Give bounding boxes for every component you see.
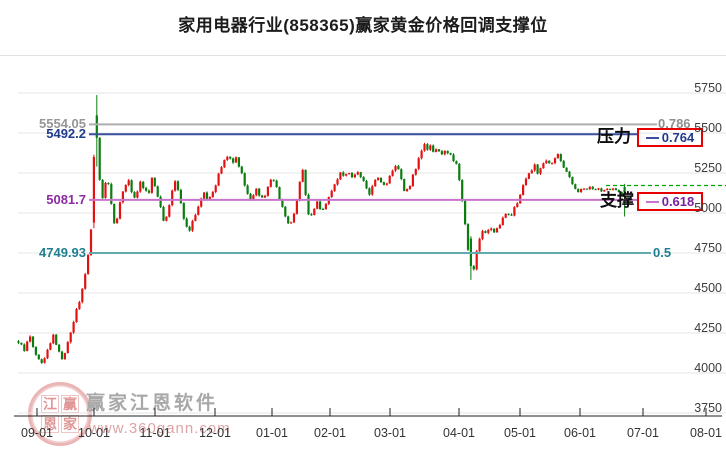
watermark-brand: 赢家江恩软件: [86, 393, 219, 414]
x-axis-label: 04-01: [443, 426, 475, 440]
y-axis-label: 5750: [694, 81, 722, 95]
y-axis-label: 4250: [694, 321, 722, 335]
level-line-segment: [645, 136, 659, 139]
x-axis-label: 11-01: [139, 426, 171, 440]
y-axis-label: 5500: [694, 121, 722, 135]
x-axis-label: 03-01: [374, 426, 406, 440]
support-label: 支撑: [600, 191, 634, 210]
y-axis-label: 4500: [694, 281, 722, 295]
level-price-label: 5492.2: [46, 126, 86, 142]
page-title: 家用电器行业(858365)赢家黄金价格回调支撑位: [178, 16, 548, 35]
x-axis-label: 05-01: [504, 426, 536, 440]
ratio-05-label: 0.5: [653, 245, 672, 260]
ratio-0786-label: 0.786: [658, 116, 691, 131]
y-axis-label: 3750: [694, 401, 722, 415]
y-axis-label: 5000: [694, 201, 722, 215]
y-axis-label: 4000: [694, 361, 722, 375]
chart-divider: [0, 55, 726, 56]
level-price-label: 5081.7: [46, 191, 86, 207]
x-axis-label: 09-01: [21, 426, 53, 440]
resistance-ratio-box: 0.764: [637, 128, 703, 147]
ratio-0618-value: 0.618: [661, 194, 695, 209]
y-axis-label: 4750: [694, 241, 722, 255]
x-axis-label: 02-01: [314, 426, 346, 440]
x-axis-label: 01-01: [256, 426, 288, 440]
level-price-label: 4749.93: [39, 245, 86, 260]
watermark-url: www.360gann.com: [89, 420, 231, 437]
ratio-0764-value: 0.764: [661, 130, 695, 145]
y-axis-label: 5250: [694, 161, 722, 175]
resistance-label: 压力: [597, 127, 631, 146]
x-axis-label: 07-01: [627, 426, 659, 440]
x-axis-label: 12-01: [199, 426, 231, 440]
x-axis-label: 08-01: [690, 426, 722, 440]
level-line-segment: [645, 200, 659, 203]
x-axis-label: 10-01: [78, 426, 110, 440]
level-price-label: 5554.05: [39, 116, 86, 132]
x-axis-label: 06-01: [564, 426, 596, 440]
support-ratio-box: 0.618: [637, 192, 703, 211]
